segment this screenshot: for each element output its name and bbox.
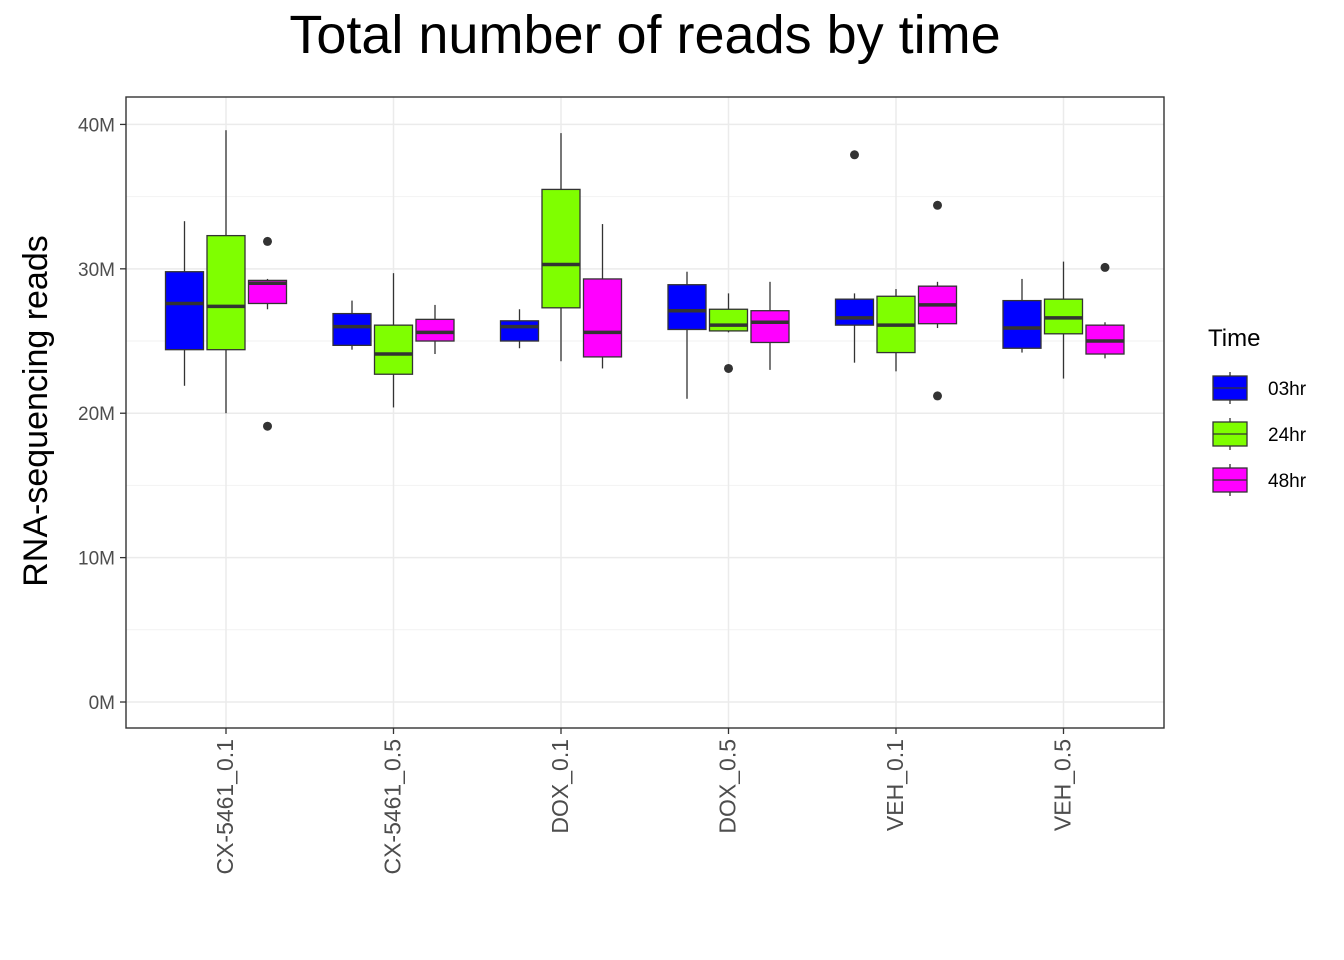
legend-title: Time xyxy=(1208,325,1260,352)
box-03hr-VEH_0.1 xyxy=(834,150,875,363)
box-24hr-DOX_0.1 xyxy=(541,133,581,362)
box-iqr xyxy=(332,312,372,347)
legend-label: 03hr xyxy=(1268,379,1307,400)
box-03hr-VEH_0.5 xyxy=(1002,278,1042,353)
chart-title: Total number of reads by time xyxy=(289,5,1001,65)
box-iqr xyxy=(373,324,414,375)
outlier-point xyxy=(724,363,733,373)
box-24hr-VEH_0.1 xyxy=(876,289,916,372)
x-tick-label: DOX_0.1 xyxy=(547,739,573,834)
box-24hr-VEH_0.5 xyxy=(1043,261,1084,379)
y-tick-label: 10M xyxy=(78,549,115,570)
box-iqr xyxy=(206,234,246,351)
outlier-point xyxy=(263,421,272,431)
box-48hr-VEH_0.5 xyxy=(1085,262,1125,359)
box-24hr-CX-5461_0.5 xyxy=(373,273,414,408)
box-iqr xyxy=(667,284,707,331)
box-iqr xyxy=(1002,299,1042,349)
box-48hr-DOX_0.5 xyxy=(750,281,790,370)
box-03hr-DOX_0.5 xyxy=(667,271,707,399)
box-03hr-CX-5461_0.5 xyxy=(332,300,372,350)
outlier-point xyxy=(1100,262,1110,272)
box-48hr-DOX_0.1 xyxy=(582,224,623,369)
box-24hr-DOX_0.5 xyxy=(708,293,749,373)
outlier-point xyxy=(933,391,942,401)
box-24hr-CX-5461_0.1 xyxy=(206,130,246,414)
box-iqr xyxy=(708,308,749,332)
y-tick-label: 30M xyxy=(78,260,115,281)
box-series xyxy=(164,130,1125,431)
axes: 0M 10M 20M 30M 40M CX-5461_0.1 CX-5461_0.5 DOX_… xyxy=(78,115,1075,874)
box-iqr xyxy=(834,298,875,326)
box-03hr-DOX_0.1 xyxy=(499,309,540,349)
x-tick-label: DOX_0.5 xyxy=(715,739,741,834)
box-iqr xyxy=(415,318,455,342)
y-tick-label: 20M xyxy=(78,404,115,425)
outlier-point xyxy=(263,236,272,246)
box-iqr xyxy=(247,279,288,305)
box-48hr-CX-5461_0.1 xyxy=(247,236,288,431)
legend-item-48hr: 48hr xyxy=(1212,464,1307,496)
box-iqr xyxy=(164,271,205,351)
y-axis-title: RNA-sequencing reads xyxy=(17,235,55,587)
y-tick-label: 0M xyxy=(89,693,115,714)
legend-label: 24hr xyxy=(1268,425,1307,446)
legend-item-24hr: 24hr xyxy=(1212,418,1307,450)
x-tick-label: CX-5461_0.5 xyxy=(380,739,406,875)
box-48hr-VEH_0.1 xyxy=(917,200,958,401)
outlier-point xyxy=(933,200,942,210)
box-iqr xyxy=(582,278,623,358)
box-iqr xyxy=(750,310,790,344)
x-tick-label: VEH_0.1 xyxy=(882,739,908,831)
box-iqr xyxy=(541,188,581,309)
box-03hr-CX-5461_0.1 xyxy=(164,221,205,386)
x-tick-label: VEH_0.5 xyxy=(1050,739,1076,831)
x-tick-label: CX-5461_0.1 xyxy=(212,739,238,875)
box-iqr xyxy=(499,320,540,342)
legend: Time 03hr 24hr 48hr xyxy=(1208,325,1307,496)
plot-border xyxy=(125,96,1165,729)
box-48hr-CX-5461_0.5 xyxy=(415,304,455,355)
legend-label: 48hr xyxy=(1268,471,1307,492)
outlier-point xyxy=(850,150,859,160)
y-tick-label: 40M xyxy=(78,115,115,136)
grid-lines xyxy=(126,97,1164,728)
legend-item-03hr: 03hr xyxy=(1212,372,1307,404)
